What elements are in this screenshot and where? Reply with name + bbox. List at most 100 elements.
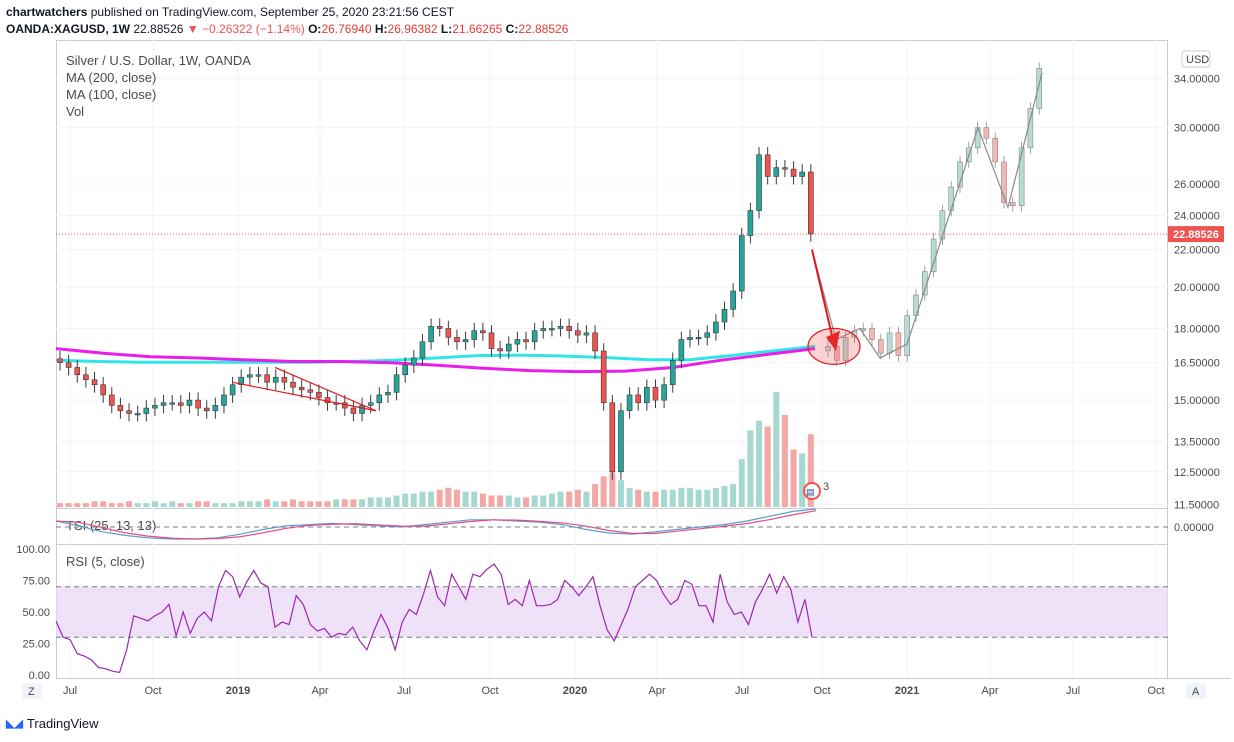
volume-bar: [108, 503, 115, 507]
candle-body: [178, 402, 184, 406]
candle-body: [376, 394, 383, 404]
candle-body: [454, 337, 460, 343]
candle-body: [350, 407, 357, 414]
volume-bar: [384, 497, 391, 507]
tsi-line: [55, 508, 817, 540]
volume-bar: [290, 499, 297, 507]
volume-bar: [74, 503, 81, 507]
volume-bar: [505, 495, 512, 507]
candle-body: [652, 386, 659, 401]
open-label: O:: [308, 22, 322, 36]
currency-button[interactable]: USD: [1181, 50, 1211, 68]
rsi-tick-label: 50.00: [22, 607, 50, 619]
candle-body: [100, 384, 106, 396]
volume-bar: [695, 489, 702, 507]
volume-bar: [635, 489, 642, 507]
candle-body: [480, 330, 486, 334]
high-value: 26.96382: [387, 22, 438, 36]
legend-vol: Vol: [66, 104, 84, 119]
candle-body: [221, 394, 227, 406]
volume-bar: [195, 501, 202, 507]
volume-bar: [57, 503, 63, 507]
candle-body: [704, 332, 711, 338]
candle-body: [488, 332, 495, 349]
candle-body: [445, 328, 452, 338]
close-value: 22.88526: [518, 22, 569, 36]
volume-bar: [350, 499, 357, 507]
candle-body: [385, 392, 391, 396]
symbol-name: OANDA:XAGUSD, 1W: [6, 22, 131, 36]
volume-bar: [436, 489, 443, 507]
candle-body: [264, 374, 270, 383]
brand[interactable]: ◣◢ TradingView: [6, 716, 98, 731]
down-triangle-icon: ▼: [186, 22, 199, 36]
candle-body: [57, 358, 63, 363]
candle-body: [678, 339, 685, 361]
candle-body: [367, 402, 374, 406]
candle-body: [808, 171, 814, 235]
x-tick-label: Oct: [1147, 685, 1164, 697]
rsi-pane: [55, 563, 1168, 674]
x-tick-label: 2020: [563, 685, 587, 697]
volume-bar: [324, 501, 331, 507]
projected-candle-body: [886, 332, 893, 354]
volume-bar: [652, 491, 659, 507]
event-flag[interactable]: ▤ 3: [803, 481, 829, 500]
projected-candle-body: [895, 332, 902, 356]
time-axis[interactable]: Jul Oct 2019 Apr Jul Oct 2020 Apr Jul Oct 2021 Apr J…: [63, 685, 1165, 697]
x-tick-label: Jul: [397, 685, 411, 697]
high-label: H:: [374, 22, 388, 36]
candle-body: [281, 376, 288, 383]
y-tick-label: 22.00000: [1174, 245, 1220, 257]
volume-bar: [661, 489, 668, 507]
projected-candle-body: [842, 337, 849, 361]
volume-bar: [721, 485, 728, 507]
candle-body: [91, 379, 98, 386]
auto-scale-button[interactable]: A: [1186, 683, 1206, 699]
candle-body: [626, 394, 633, 412]
candle-body: [764, 154, 771, 177]
volume-bar: [790, 449, 797, 507]
author-name[interactable]: chartwatchers: [6, 5, 88, 19]
projected-candle-body: [869, 328, 875, 340]
volume-bar: [540, 495, 547, 507]
candle-body: [298, 386, 305, 391]
candle-body: [307, 389, 314, 393]
candle-body: [747, 210, 754, 236]
volume-bar: [531, 495, 538, 507]
candle-body: [272, 376, 279, 383]
legend-ma200: MA (200, close): [66, 70, 156, 85]
volume-bar: [514, 497, 521, 507]
candle-body: [730, 290, 736, 310]
candle-body: [790, 168, 797, 177]
volume-bar: [238, 501, 245, 507]
volume-bar: [341, 499, 348, 507]
x-tick-label: 2021: [895, 685, 919, 697]
volume-bar: [117, 503, 124, 507]
candle-body: [592, 332, 598, 352]
candle-body: [721, 309, 728, 323]
candle-body: [143, 407, 150, 414]
moving-averages: [55, 344, 816, 374]
candle-body: [661, 384, 667, 401]
y-tick-label: 16.50000: [1174, 358, 1220, 370]
candles: [57, 147, 814, 480]
volume-bar: [393, 495, 400, 507]
candle-body: [782, 167, 788, 170]
volume-bar: [134, 503, 141, 507]
log-scale-button[interactable]: Z: [22, 683, 42, 699]
arrow-head: [826, 330, 840, 351]
price-axis[interactable]: 34.00000 30.00000 26.00000 24.00000 22.00000…: [1174, 74, 1220, 512]
volume-bar: [359, 499, 366, 507]
volume-bar: [376, 497, 383, 507]
volume-bar: [445, 487, 452, 507]
volume-bar: [264, 499, 271, 507]
x-tick-label: Apr: [648, 685, 665, 697]
candle-body: [152, 405, 158, 409]
y-tick-label: 18.00000: [1174, 323, 1220, 335]
y-tick-label: 11.50000: [1174, 500, 1219, 512]
candle-body: [229, 384, 236, 396]
price-tag-label: 22.88526: [1173, 229, 1219, 241]
ma100-line: [55, 344, 816, 364]
